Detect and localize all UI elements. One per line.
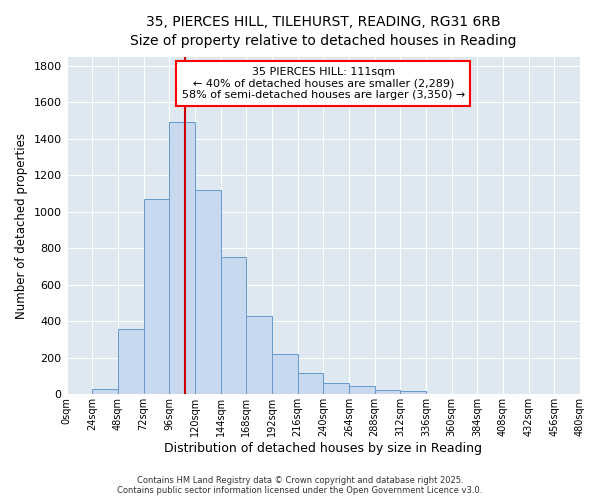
Bar: [374, 390, 400, 394]
Y-axis label: Number of detached properties: Number of detached properties: [15, 132, 28, 318]
Bar: [349, 386, 374, 394]
Bar: [169, 122, 195, 394]
Bar: [272, 354, 298, 395]
Text: 35 PIERCES HILL: 111sqm
← 40% of detached houses are smaller (2,289)
58% of semi: 35 PIERCES HILL: 111sqm ← 40% of detache…: [182, 66, 465, 100]
Bar: [143, 199, 169, 394]
Bar: [246, 316, 272, 394]
Bar: [118, 328, 143, 394]
Bar: [323, 384, 349, 394]
Bar: [298, 372, 323, 394]
Bar: [400, 391, 426, 394]
Bar: [221, 258, 246, 394]
Text: Contains HM Land Registry data © Crown copyright and database right 2025.
Contai: Contains HM Land Registry data © Crown c…: [118, 476, 482, 495]
Title: 35, PIERCES HILL, TILEHURST, READING, RG31 6RB
Size of property relative to deta: 35, PIERCES HILL, TILEHURST, READING, RG…: [130, 15, 517, 48]
X-axis label: Distribution of detached houses by size in Reading: Distribution of detached houses by size …: [164, 442, 482, 455]
Bar: [92, 389, 118, 394]
Bar: [195, 190, 221, 394]
